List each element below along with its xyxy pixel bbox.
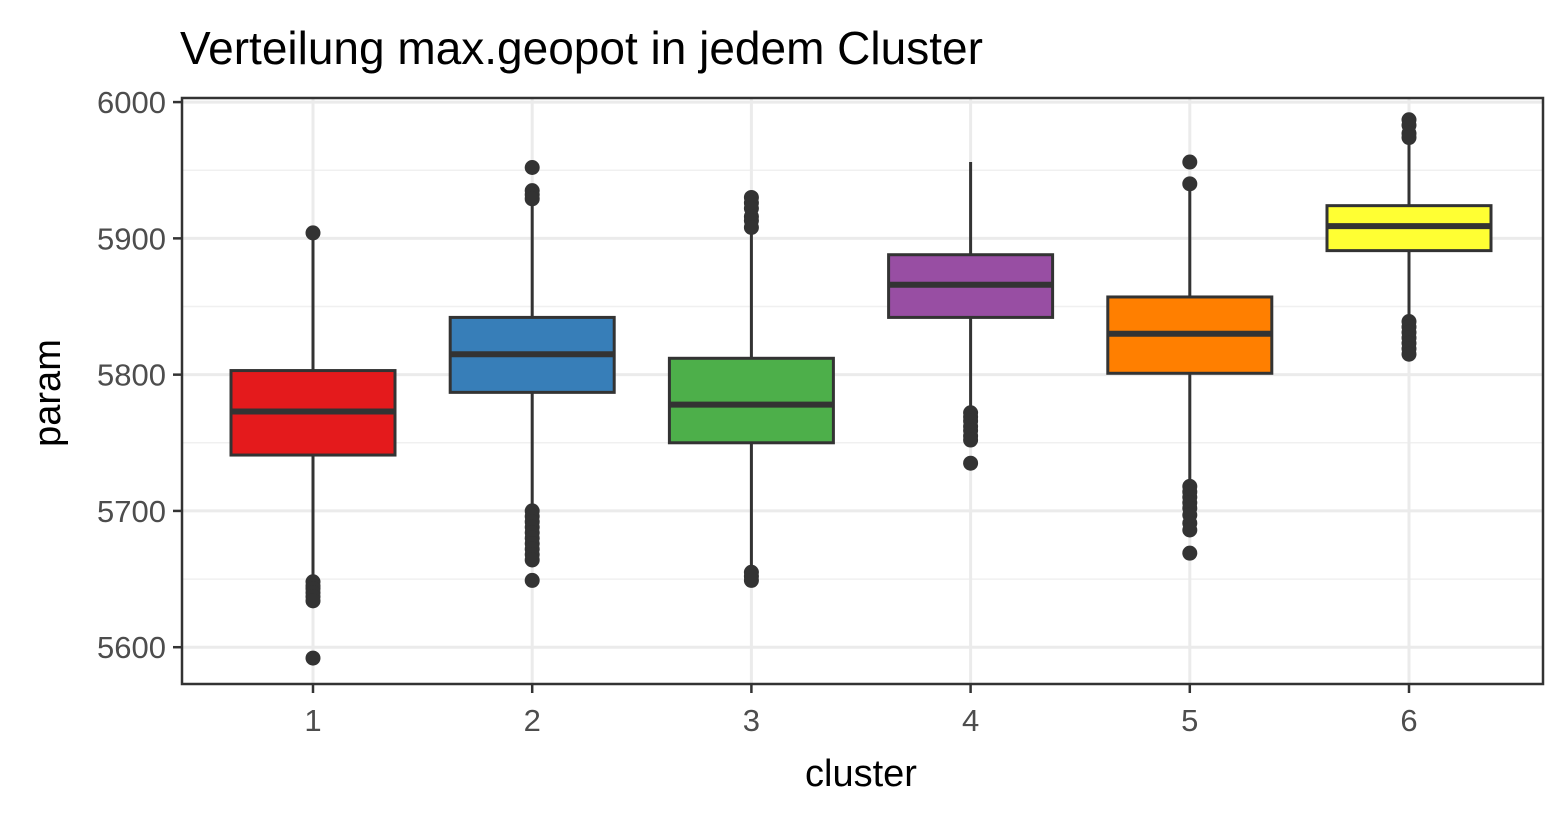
x-tick-label: 2 bbox=[524, 703, 541, 738]
outlier-point bbox=[305, 593, 321, 609]
panel-border bbox=[180, 96, 1545, 686]
x-axis-title: cluster bbox=[805, 753, 917, 795]
outlier-point bbox=[1182, 176, 1198, 192]
y-tick-label: 5700 bbox=[97, 494, 166, 529]
x-tick-label: 5 bbox=[1181, 703, 1198, 738]
outlier-point bbox=[305, 650, 321, 666]
outlier-point bbox=[305, 225, 321, 241]
chart-title: Verteilung max.geopot in jedem Cluster bbox=[180, 22, 983, 74]
y-tick-label: 5800 bbox=[97, 358, 166, 393]
plot-area: 5600 5700 5800 5900 6000 1 2 3 4 5 6 bbox=[97, 85, 1545, 738]
outlier-point bbox=[524, 160, 540, 176]
y-tick-label: 5600 bbox=[97, 630, 166, 665]
outlier-point bbox=[1401, 346, 1417, 362]
outlier-point bbox=[524, 191, 540, 207]
x-tick-label: 4 bbox=[962, 703, 979, 738]
x-tick-label: 6 bbox=[1400, 703, 1417, 738]
x-tick-label: 1 bbox=[304, 703, 321, 738]
y-tick-label: 6000 bbox=[97, 85, 166, 120]
y-tick-label: 5900 bbox=[97, 221, 166, 256]
outlier-point bbox=[743, 572, 759, 588]
outlier-point bbox=[1182, 154, 1198, 170]
y-axis-title: param bbox=[27, 339, 69, 447]
x-tick-label: 3 bbox=[743, 703, 760, 738]
outlier-point bbox=[524, 552, 540, 568]
outlier-point bbox=[963, 455, 979, 471]
box-cluster-3 bbox=[667, 356, 835, 445]
outlier-point bbox=[963, 432, 979, 448]
outlier-point bbox=[1182, 522, 1198, 538]
outlier-point bbox=[743, 219, 759, 235]
outlier-point bbox=[1401, 130, 1417, 146]
outlier-point bbox=[1182, 545, 1198, 561]
outlier-point bbox=[524, 572, 540, 588]
